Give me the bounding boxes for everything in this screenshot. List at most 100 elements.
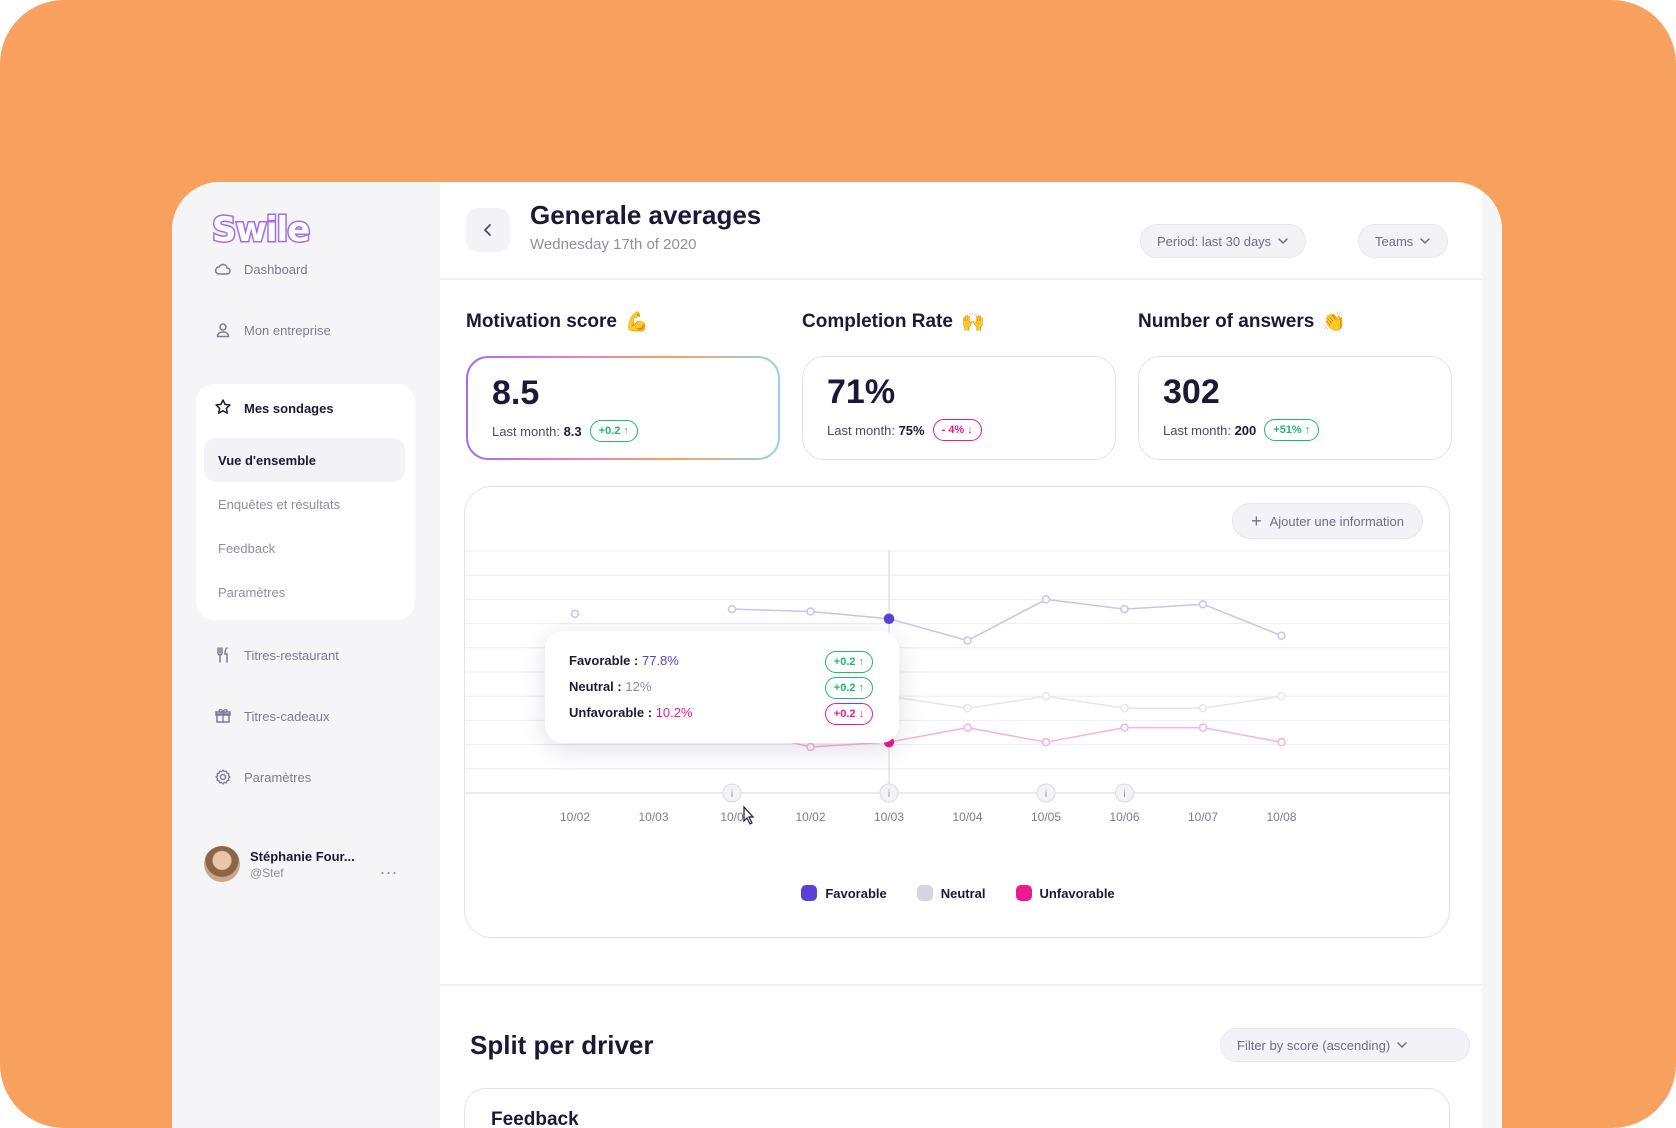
trend-delta: +0.2	[833, 682, 856, 694]
trend-delta: +0.2	[833, 656, 856, 668]
sidebar-item-label: Titres-restaurant	[244, 647, 339, 663]
chevron-down-icon	[1420, 238, 1431, 245]
arrow-up-icon: ↑	[623, 425, 629, 437]
kpi-title-motivation: Motivation score 💪	[466, 310, 649, 334]
clapping-hands-icon: 👏	[1322, 312, 1346, 333]
score-filter-dropdown[interactable]: Filter by score (ascending)	[1220, 1028, 1470, 1062]
info-marker	[1115, 783, 1134, 803]
info-marker-label: i	[1123, 789, 1125, 800]
chevron-down-icon	[1278, 238, 1288, 245]
kpi-card-answers[interactable]: 302 Last month: 200 +51% ↑	[1138, 356, 1452, 460]
section-divider	[440, 984, 1482, 986]
avatar	[204, 846, 240, 882]
kpi-value: 302	[1163, 373, 1220, 411]
series-line-favorable	[810, 610, 890, 620]
chevron-down-icon	[1397, 1042, 1407, 1049]
chart-tooltip: Favorable : 77.8% +0.2 ↑ Neutral : 12% +0…	[545, 631, 899, 743]
sidebar-group-mes-sondages: Mes sondages Vue d'ensemble Enquêtes et …	[196, 384, 415, 620]
sidebar: Swile Dashboard Mon entreprise Mes sonda…	[172, 182, 440, 1128]
trend-delta: +0.2	[833, 708, 856, 720]
data-point-favorable	[1120, 604, 1129, 614]
hand-cursor-icon	[743, 805, 755, 825]
sidebar-item-dashboard[interactable]: Dashboard	[214, 260, 308, 278]
x-tick-label: 10/03	[874, 810, 904, 824]
add-information-button[interactable]: + Ajouter une information	[1232, 503, 1423, 539]
user-profile[interactable]: Stéphanie Four... @Stef	[204, 846, 355, 882]
data-point-favorable	[1198, 599, 1208, 609]
sidebar-item-titres-cadeaux[interactable]: Titres-cadeaux	[214, 707, 330, 725]
kpi-card-motivation[interactable]: 8.5 Last month: 8.3 +0.2 ↑	[466, 356, 780, 460]
teams-filter-dropdown[interactable]: Teams	[1358, 224, 1449, 258]
kpi-last-month: Last month: 200 +51% ↑	[1163, 419, 1320, 441]
trend-badge: +0.2 ↑	[589, 420, 638, 442]
series-line-favorable	[888, 618, 968, 642]
arrow-up-icon: ↑	[858, 656, 865, 668]
info-marker-label: i	[888, 789, 890, 800]
sidebar-item-label: Mon entreprise	[244, 322, 331, 338]
add-information-label: Ajouter une information	[1269, 513, 1404, 529]
data-point-unfavorable	[1120, 723, 1129, 732]
legend-item-favorable[interactable]: Favorable	[801, 885, 887, 901]
sidebar-subitem-feedback[interactable]: Feedback	[218, 540, 276, 556]
series-line-unfavorable	[1202, 726, 1282, 743]
data-point-neutral	[1120, 704, 1129, 713]
data-point-favorable	[883, 613, 895, 625]
trend-badge: - 4% ↓	[932, 419, 982, 441]
tooltip-label: Favorable :	[569, 653, 639, 668]
data-point-unfavorable	[963, 723, 972, 732]
sidebar-subitem-parametres[interactable]: Paramètres	[218, 584, 286, 600]
legend-item-unfavorable[interactable]: Unfavorable	[1015, 885, 1115, 901]
sidebar-item-parametres[interactable]: Paramètres	[214, 768, 311, 786]
legend-swatch	[916, 885, 933, 901]
kpi-title-answers: Number of answers 👏	[1138, 310, 1346, 334]
kpi-card-completion[interactable]: 71% Last month: 75% - 4% ↓	[802, 356, 1116, 460]
sidebar-item-titres-restaurant[interactable]: Titres-restaurant	[214, 646, 339, 664]
sidebar-subitem-vue-ensemble[interactable]: Vue d'ensemble	[204, 438, 405, 482]
info-marker	[1036, 783, 1056, 803]
info-marker	[722, 783, 742, 803]
scroll-gutter	[1482, 182, 1502, 1128]
trend-delta: +0.2	[598, 425, 621, 437]
legend-swatch	[1015, 885, 1032, 901]
period-filter-dropdown[interactable]: Period: last 30 days	[1140, 224, 1307, 258]
gear-icon	[214, 768, 232, 786]
info-marker-label: i	[731, 789, 733, 800]
series-line-favorable	[967, 598, 1047, 642]
chart-legend: Favorable Neutral Unfavorable	[465, 885, 1449, 901]
series-line-unfavorable	[888, 726, 968, 743]
data-point-unfavorable	[806, 742, 815, 752]
data-point-neutral	[963, 704, 972, 713]
kpi-last-value: 75%	[898, 422, 925, 438]
data-point-neutral	[1277, 691, 1286, 701]
x-tick-label: 10/02	[795, 810, 825, 824]
sidebar-item-mon-entreprise[interactable]: Mon entreprise	[214, 321, 331, 339]
tooltip-row-favorable: Favorable : 77.8%	[569, 653, 679, 668]
page-subtitle: Wednesday 17th of 2020	[530, 236, 697, 253]
tooltip-badge: +0.2 ↑	[824, 677, 873, 699]
sidebar-item-label: Titres-cadeaux	[244, 708, 330, 724]
feedback-card[interactable]: Feedback	[464, 1088, 1450, 1128]
user-icon	[214, 321, 232, 339]
tooltip-badge: +0.2 ↑	[824, 651, 873, 673]
info-marker-label: i	[1045, 789, 1047, 800]
sidebar-subitem-enquetes[interactable]: Enquêtes et résultats	[218, 496, 341, 512]
profile-name: Stéphanie Four...	[250, 848, 355, 864]
series-line-favorable	[1202, 603, 1282, 637]
raised-hands-icon: 🙌	[960, 312, 985, 333]
series-line-unfavorable	[1045, 726, 1125, 743]
x-tick-label: 10/05	[1031, 810, 1061, 824]
swile-logo[interactable]: Swile	[210, 209, 311, 252]
kpi-title-text: Number of answers	[1138, 311, 1315, 332]
sidebar-group-label: Mes sondages	[244, 401, 334, 416]
legend-item-neutral[interactable]: Neutral	[916, 885, 986, 901]
sidebar-item-mes-sondages[interactable]: Mes sondages	[214, 398, 334, 419]
profile-menu-button[interactable]: ...	[380, 858, 399, 878]
data-point-favorable	[963, 636, 972, 645]
star-icon	[214, 398, 232, 419]
back-button[interactable]	[466, 208, 510, 252]
x-tick-label: 10/03	[638, 810, 668, 824]
arrow-down-icon: ↓	[967, 424, 973, 436]
period-filter-label: Period: last 30 days	[1157, 233, 1272, 249]
kpi-title-text: Completion Rate	[802, 311, 953, 332]
tooltip-value: 12%	[625, 679, 652, 694]
